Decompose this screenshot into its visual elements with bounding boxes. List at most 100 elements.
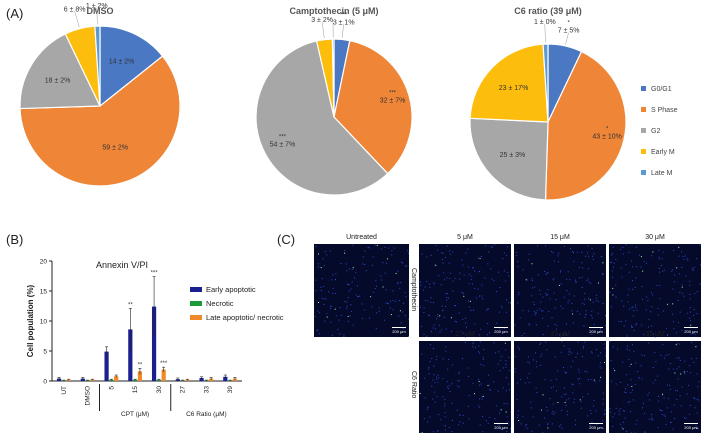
pie-chart-1: DMSO 14 ± 2% 59 ± 2% 18 ± 2% 6 ± 8% 1 ± 2% — [19, 3, 181, 187]
pie-title: DMSO — [87, 6, 114, 16]
panel-c-label: (C) — [277, 232, 296, 247]
bar-early — [151, 306, 157, 381]
scale-bar: 200 μm — [589, 423, 603, 430]
pie-title: C6 ratio (39 μM) — [514, 6, 582, 16]
leader-line — [74, 11, 80, 28]
bar-legend-label: Necrotic — [206, 299, 234, 308]
bar-early — [128, 329, 133, 381]
y-tick-label: 5 — [43, 349, 47, 356]
bar-late — [114, 376, 119, 381]
legend-label: G0/G1 — [651, 86, 672, 93]
micrograph-image — [420, 244, 511, 337]
slice-label: 14 ± 2% — [109, 58, 135, 65]
significance-mark: *** — [160, 361, 168, 367]
x-tick-label: 27 — [180, 386, 187, 394]
slice-label: 59 ± 2% — [102, 144, 128, 151]
x-tick-label: 15 — [132, 386, 139, 394]
micrograph-title: 30 μM — [645, 234, 665, 241]
scale-bar: 200 μm — [684, 327, 698, 334]
scale-bar: 200 μm — [684, 423, 698, 430]
micrograph-image — [514, 245, 606, 337]
micrograph-image — [609, 341, 701, 433]
bar-early — [199, 378, 204, 381]
pie-slice-g0-g1 — [99, 25, 164, 108]
slice-label: 25 ± 3% — [500, 152, 526, 159]
legend-swatch — [641, 107, 646, 112]
bar-legend-swatch — [190, 315, 202, 320]
bar-legend-label: Early apoptotic — [206, 285, 256, 294]
pie-slice-s-phase — [333, 39, 413, 175]
row-label: C6 Ratio — [410, 371, 417, 399]
pie-slice-late-m — [542, 43, 549, 123]
micrograph-title: 15 μM — [550, 234, 570, 241]
bar-legend-swatch — [190, 287, 202, 292]
micrograph-title: Untreated — [346, 234, 377, 241]
group-label: C6 Ratio (μM) — [186, 411, 227, 418]
significance-mark: * — [567, 21, 570, 27]
leader-line — [341, 24, 344, 38]
pie-chart-2: Camptothecin (5 μM)3 ± 1%***32 ± 7%***54… — [255, 6, 413, 196]
micrograph: 200 μm — [609, 341, 701, 433]
panel-a-label: (A) — [6, 6, 24, 21]
significance-mark: *** — [279, 135, 287, 141]
legend-swatch — [641, 128, 646, 133]
micrograph: 200 μm — [514, 341, 606, 433]
significance-mark: ** — [128, 302, 133, 308]
x-tick-label: DMSO — [85, 386, 92, 406]
pie-chart-3: C6 ratio (39 μM)7 ± 5%*43 ± 10%*25 ± 3%2… — [469, 6, 627, 201]
slice-label: 3 ± 1% — [333, 19, 355, 26]
slice-label: 54 ± 7% — [270, 142, 296, 149]
micrograph-image — [609, 244, 701, 337]
micrograph-image — [514, 341, 606, 433]
y-tick-label: 10 — [40, 319, 48, 326]
bar-title: Annexin V/PI — [96, 260, 148, 270]
y-tick-label: 0 — [43, 379, 47, 386]
significance-mark: *** — [151, 271, 159, 277]
x-tick-label: 33 — [203, 386, 210, 394]
significance-mark: * — [606, 126, 609, 132]
bar-late — [137, 371, 143, 381]
pie-slice-g2 — [255, 40, 389, 196]
y-tick-label: 20 — [40, 259, 48, 266]
pie-slice-s-phase — [544, 50, 627, 201]
leader-line — [544, 24, 546, 43]
pie-slice-late-m — [94, 25, 101, 107]
x-tick-label: 5 — [108, 386, 115, 390]
slice-label: 3 ± 2% — [311, 17, 333, 24]
bar-chart: Annexin V/PI 0 5 10 15 20 Cell population (%) U… — [26, 259, 284, 419]
micrograph: 200 μm — [419, 341, 511, 433]
slice-label: 1 ± 0% — [534, 19, 556, 26]
slice-label: 23 ± 17% — [499, 85, 529, 92]
y-tick-label: 15 — [40, 289, 48, 296]
bar-legend-label: Late apoptotic/ necrotic — [206, 313, 284, 322]
bar-early — [223, 376, 228, 381]
leader-line — [96, 8, 98, 25]
bar-late — [161, 369, 166, 381]
group-label: CPT (μM) — [121, 411, 149, 418]
micrograph-image — [419, 341, 511, 433]
slice-label: 7 ± 5% — [558, 28, 580, 35]
legend-label: Early M — [651, 149, 675, 156]
leader-line — [321, 22, 325, 39]
pie-slice-s-phase — [19, 55, 181, 187]
panel-b-label: (B) — [6, 232, 24, 247]
micrograph: 200 μm — [609, 244, 701, 337]
legend-label: G2 — [651, 128, 660, 135]
legend-label: S Phase — [651, 107, 678, 114]
slice-label: 32 ± 7% — [380, 97, 406, 104]
x-tick-label: 30 — [156, 386, 163, 394]
significance-mark: *** — [389, 90, 397, 96]
pie-legend: G0/G1 S Phase G2 Early M Late M — [641, 86, 678, 177]
micrograph-image — [314, 244, 409, 337]
leader-line — [565, 32, 569, 45]
micrograph-title: 39 μM — [645, 331, 665, 338]
micrograph: 200 μm — [314, 244, 409, 337]
legend-swatch — [641, 149, 646, 154]
scale-bar: 200 μm — [589, 327, 603, 334]
significance-mark: ** — [138, 362, 143, 368]
row-label: Camptothecin — [410, 268, 417, 312]
scale-bar: 200 μm — [494, 327, 508, 334]
scale-bar: 200 μm — [392, 327, 406, 334]
legend-swatch — [641, 170, 646, 175]
